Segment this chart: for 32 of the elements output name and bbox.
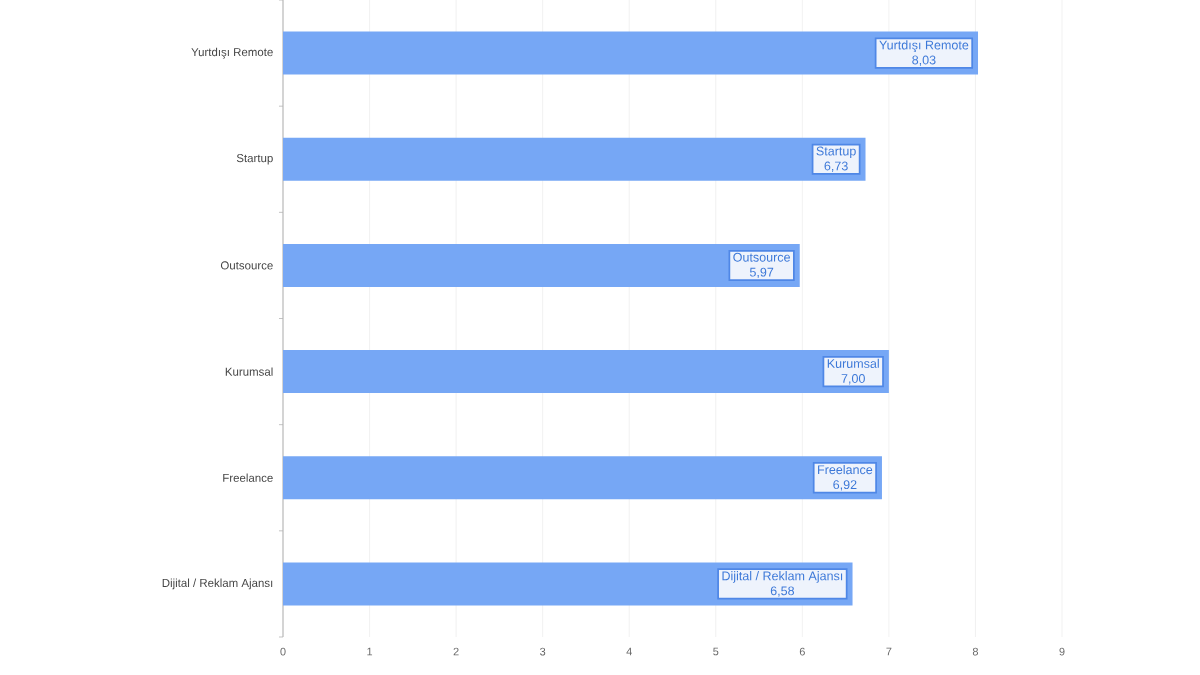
x-tick-label: 1 bbox=[367, 647, 373, 656]
y-tick-label: Yurtdışı Remote bbox=[191, 47, 273, 59]
y-tick-label: Outsource bbox=[220, 261, 273, 270]
x-tick-label: 6 bbox=[799, 647, 805, 656]
data-label: 6,58 bbox=[770, 586, 795, 597]
data-label: 6,92 bbox=[833, 480, 857, 491]
category-label: Yurtdışı Remote bbox=[879, 40, 969, 53]
category-label: Outsource bbox=[733, 252, 790, 262]
y-tick-label: Startup bbox=[236, 154, 273, 165]
category-label: Kurumsal bbox=[827, 358, 879, 368]
x-tick-label: 3 bbox=[540, 647, 546, 656]
data-label: 7,00 bbox=[841, 374, 865, 385]
data-label: 8,03 bbox=[912, 55, 936, 66]
x-tick-label: 9 bbox=[1059, 647, 1065, 656]
y-tick-label: Freelance bbox=[223, 473, 273, 482]
x-tick-label: 2 bbox=[453, 647, 459, 656]
category-label: Startup bbox=[816, 146, 856, 158]
bar bbox=[283, 137, 866, 181]
bar bbox=[283, 456, 882, 500]
data-label: 5,97 bbox=[749, 267, 774, 279]
x-tick-label: 4 bbox=[626, 647, 632, 656]
bar bbox=[283, 243, 800, 287]
category-label: Freelance bbox=[818, 464, 873, 475]
x-tick-label: 0 bbox=[280, 647, 286, 656]
category-label: Dijital / Reklam Ajansı bbox=[722, 571, 843, 583]
y-tick-label: Dijital / Reklam Ajansı bbox=[162, 578, 273, 590]
bar bbox=[283, 350, 889, 394]
y-tick-label: Kurumsal bbox=[225, 367, 273, 376]
x-tick-label: 7 bbox=[886, 647, 892, 656]
x-tick-label: 5 bbox=[713, 647, 719, 656]
data-label: 6,73 bbox=[824, 161, 848, 172]
x-tick-label: 8 bbox=[972, 647, 978, 656]
